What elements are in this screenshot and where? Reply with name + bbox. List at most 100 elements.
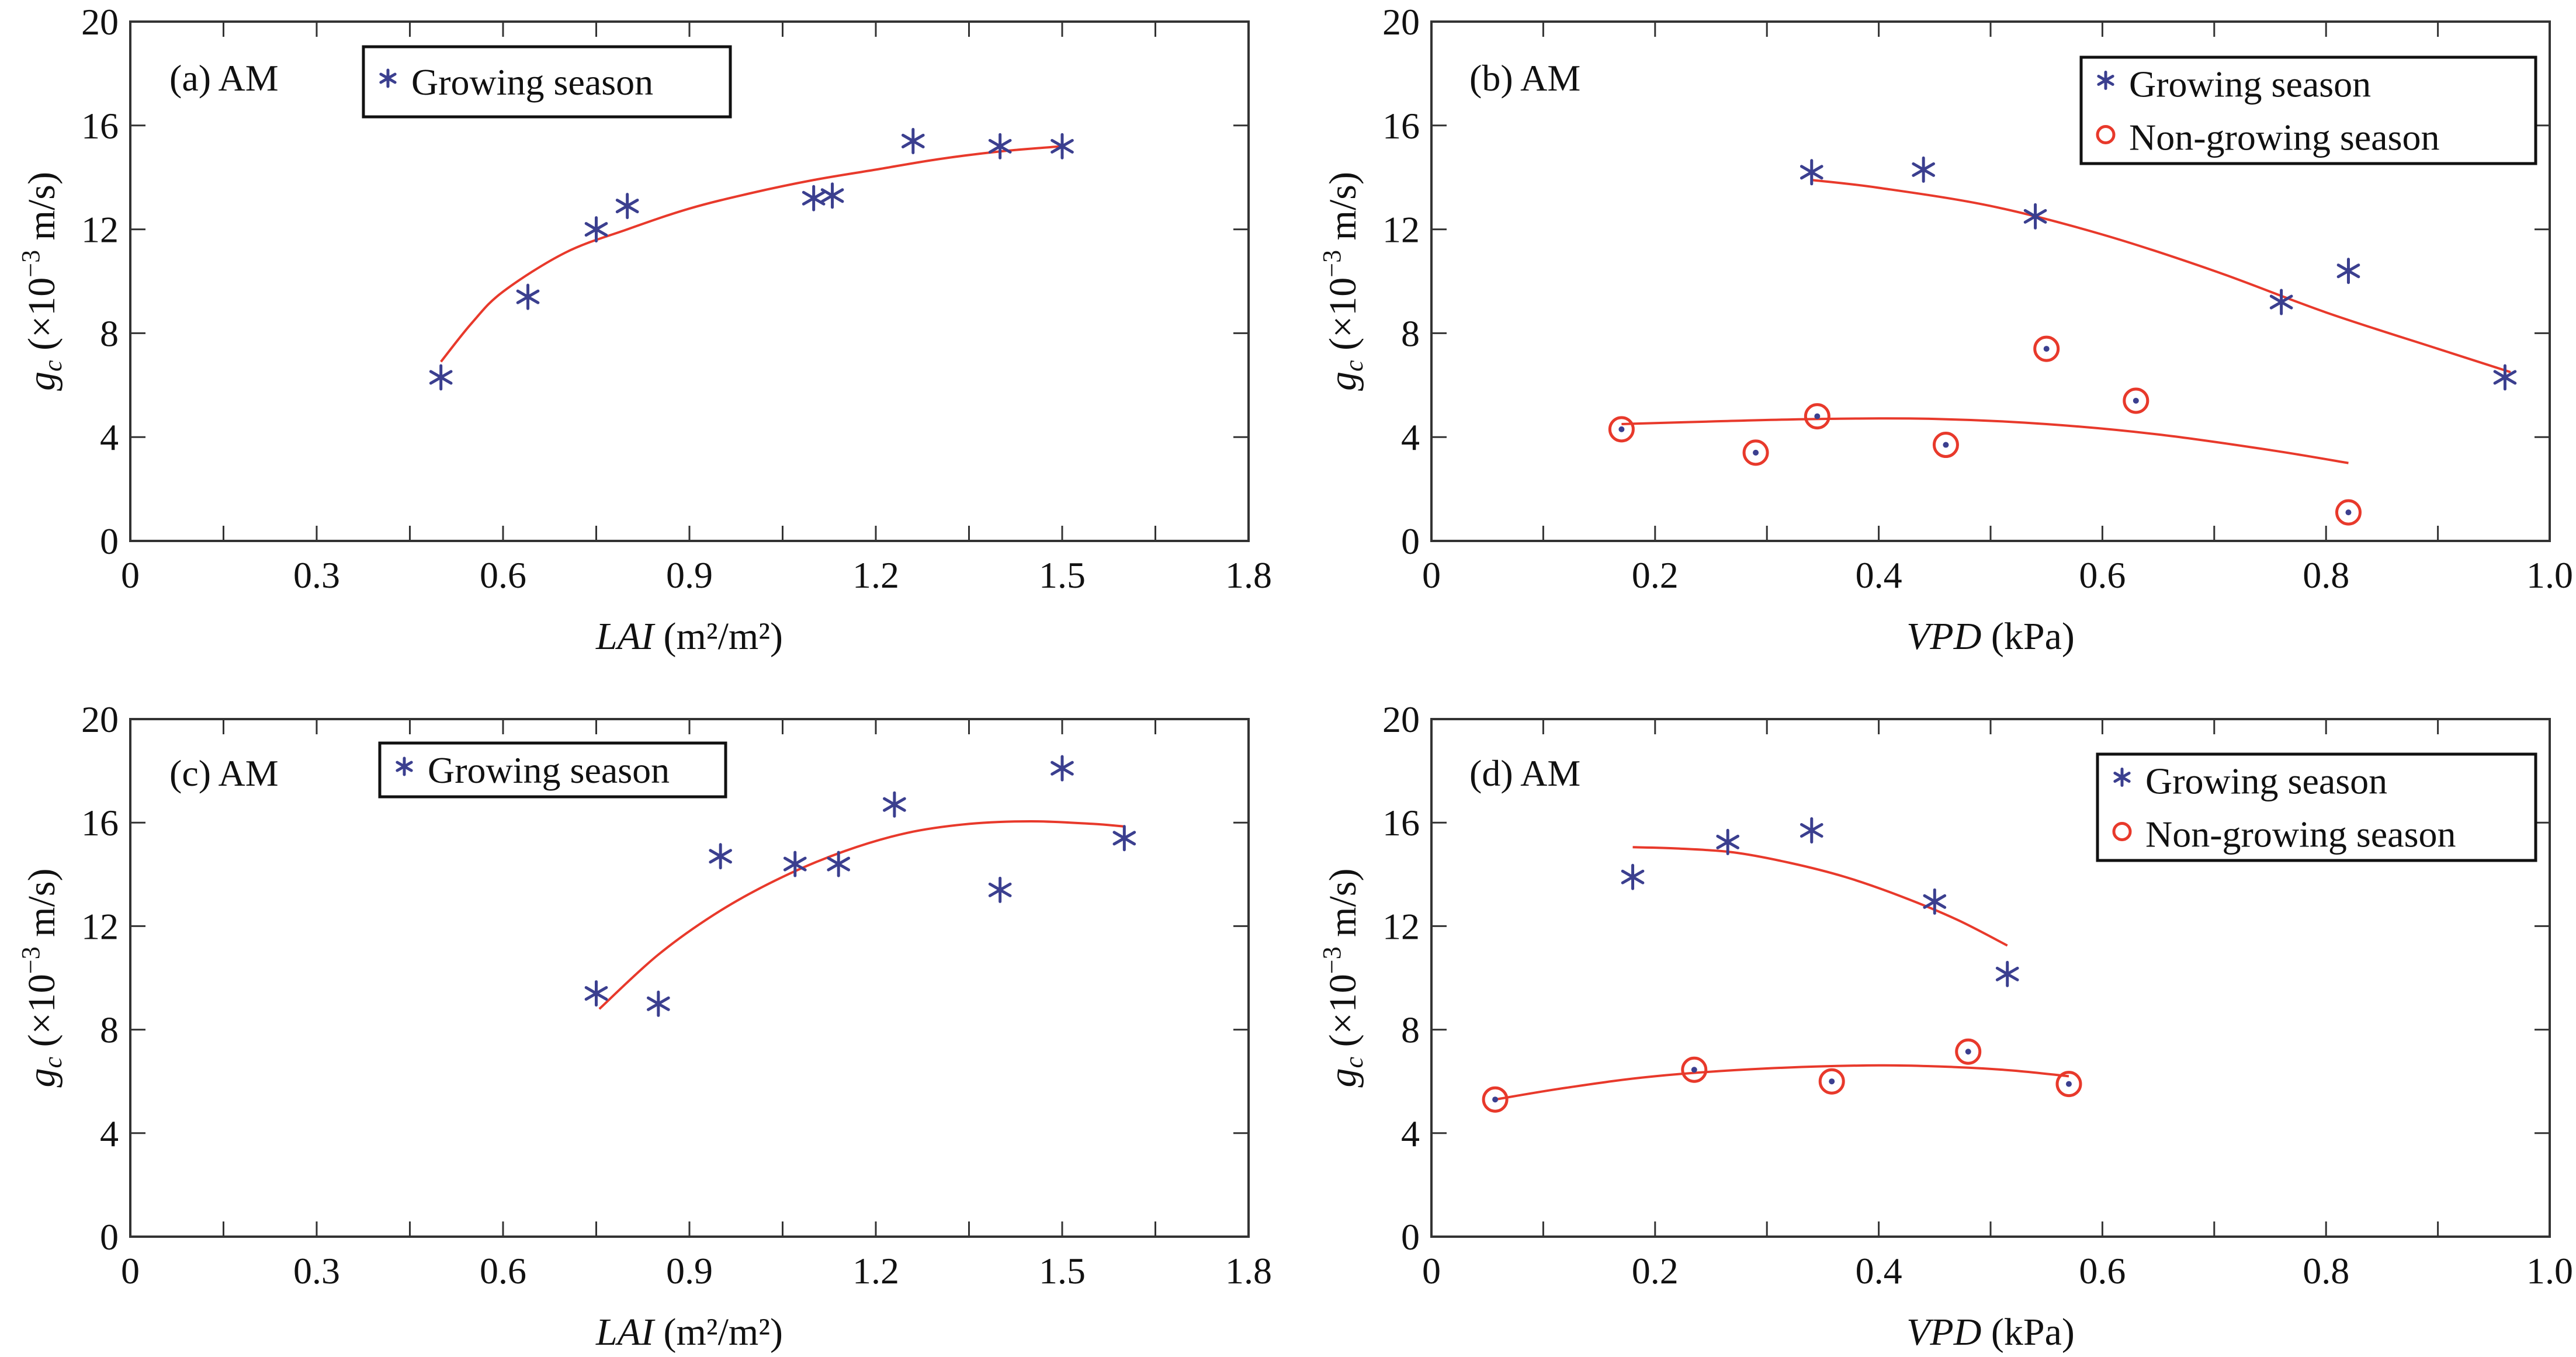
- data-point: [1800, 159, 1823, 186]
- x-axis-label: LAI (m²/m²): [595, 615, 783, 658]
- y-axis-label-text: (×10: [1322, 277, 1364, 360]
- data-point: [584, 980, 608, 1007]
- data-point: [1608, 416, 1635, 443]
- fit-curve: [1621, 417, 2349, 464]
- y-axis-label-tail: m/s): [20, 869, 63, 947]
- panel-label: (d) AM: [1469, 752, 1580, 794]
- y-axis-label: gc (×10−3 m/s): [1318, 869, 1368, 1088]
- data-point: [988, 133, 1012, 159]
- x-axis-label-var: LAI: [595, 615, 656, 658]
- asterisk-arm: [1050, 138, 1074, 154]
- data-point: [584, 216, 608, 243]
- data-point: [1621, 863, 1645, 890]
- y-axis-label-text: (×10: [20, 974, 63, 1057]
- data-point: [988, 876, 1012, 903]
- asterisk-arm: [2097, 75, 2114, 86]
- x-axis-label-var: LAI: [595, 1311, 656, 1353]
- legend-label: Non-growing season: [2129, 117, 2439, 158]
- y-tick-label: 16: [81, 802, 119, 844]
- series-growing-season: [598, 820, 1125, 1010]
- legend-marker-asterisk: [396, 756, 413, 776]
- data-point: [1050, 133, 1074, 159]
- markers-growing-season: [429, 127, 1074, 391]
- y-axis-label-var: g: [1322, 1068, 1364, 1087]
- y-axis-label-var: g: [20, 1068, 63, 1087]
- x-tick-label: 0.8: [2303, 1250, 2349, 1292]
- asterisk-arm: [1800, 822, 1823, 838]
- chart-panel-d: 0 0.2 0.4 0.6 0.8 1.0 0 4 8 12 16 20 VPD (kPa) gc (×1…: [1318, 699, 2573, 1353]
- x-axis-label-var: VPD: [1906, 615, 1981, 658]
- y-axis-label-tail: m/s): [20, 172, 63, 250]
- x-axis-label-unit: (m²/m²): [654, 615, 783, 658]
- asterisk-arm: [379, 72, 397, 84]
- circle-center-dot: [1814, 413, 1821, 419]
- asterisk-arm: [584, 222, 608, 237]
- y-tick-label: 20: [1382, 1, 1420, 43]
- data-point: [1742, 439, 1769, 466]
- legend-label: Growing season: [2145, 761, 2387, 802]
- legend-label: Growing season: [428, 749, 670, 791]
- data-point: [2055, 1071, 2082, 1098]
- y-tick-label: 20: [1382, 699, 1420, 740]
- x-tick-label: 0.6: [2079, 1250, 2126, 1292]
- asterisk-arm: [1995, 966, 2019, 981]
- data-point: [516, 283, 540, 310]
- y-tick-label: 20: [81, 1, 119, 43]
- asterisk-arm: [883, 797, 906, 812]
- x-tick-label: 0: [121, 554, 140, 596]
- y-tick-label: 4: [1401, 417, 1420, 458]
- y-axis-label-sup: −3: [1318, 946, 1346, 974]
- y-tick-label: 16: [1382, 105, 1420, 147]
- legend-box: [2079, 55, 2537, 165]
- asterisk-arm: [2269, 294, 2293, 310]
- asterisk-arm: [709, 849, 732, 864]
- legend-marker-asterisk: [2097, 71, 2114, 90]
- asterisk-arm: [1800, 165, 1823, 180]
- circle-ring: [1742, 439, 1769, 466]
- data-point: [615, 193, 639, 220]
- circle-ring: [1482, 1086, 1509, 1113]
- data-point: [2269, 289, 2293, 315]
- asterisk-arm: [2493, 370, 2517, 385]
- chart-panel-c: 0 0.3 0.6 0.9 1.2 1.5 1.8 0 4 8 12 16 20 LAI (m²/m²) g…: [16, 699, 1272, 1353]
- asterisk-arm: [901, 133, 925, 148]
- series-growing-season: [1811, 179, 2511, 373]
- x-tick-label: 0.9: [666, 1250, 713, 1292]
- x-axis-label: VPD (kPa): [1906, 615, 2075, 658]
- data-point: [709, 843, 732, 870]
- legend-marker-asterisk: [2113, 768, 2131, 787]
- asterisk-arm: [647, 996, 670, 1011]
- y-tick-label: 12: [81, 905, 119, 947]
- y-axis-label-sub: c: [39, 360, 67, 372]
- y-tick-label: 12: [1382, 905, 1420, 947]
- data-point: [2033, 335, 2060, 362]
- markers-growing-season: [1800, 156, 2517, 391]
- x-axis-label-var: VPD: [1906, 1311, 1981, 1353]
- legend-circle-ring: [2096, 125, 2116, 144]
- legend-label: Non-growing season: [2145, 814, 2456, 855]
- y-axis-label-var: g: [20, 372, 63, 391]
- x-axis-label: VPD (kPa): [1906, 1311, 2075, 1353]
- asterisk-arm: [820, 188, 844, 203]
- circle-center-dot: [1965, 1049, 1971, 1055]
- circle-ring: [1804, 403, 1830, 430]
- x-tick-label: 0.6: [480, 554, 526, 596]
- asterisk-arm: [584, 986, 608, 1001]
- circle-center-dot: [2065, 1081, 2072, 1087]
- data-point: [802, 185, 826, 211]
- asterisk-arm: [988, 138, 1012, 154]
- asterisk-arm: [827, 856, 851, 872]
- x-tick-label: 0.4: [1856, 554, 1902, 596]
- data-point: [883, 791, 906, 818]
- x-axis-label-unit: (kPa): [1981, 1311, 2074, 1353]
- circle-ring: [1818, 1068, 1845, 1095]
- y-axis-label-sub: c: [1340, 1056, 1368, 1068]
- circle-center-dot: [1492, 1096, 1499, 1103]
- y-tick-label: 12: [1382, 209, 1420, 251]
- y-tick-label: 8: [100, 1009, 119, 1051]
- data-point: [783, 851, 807, 877]
- legend: Growing season: [378, 741, 727, 799]
- asterisk-arm: [1923, 894, 1947, 909]
- legend-marker-circle: [2112, 822, 2132, 841]
